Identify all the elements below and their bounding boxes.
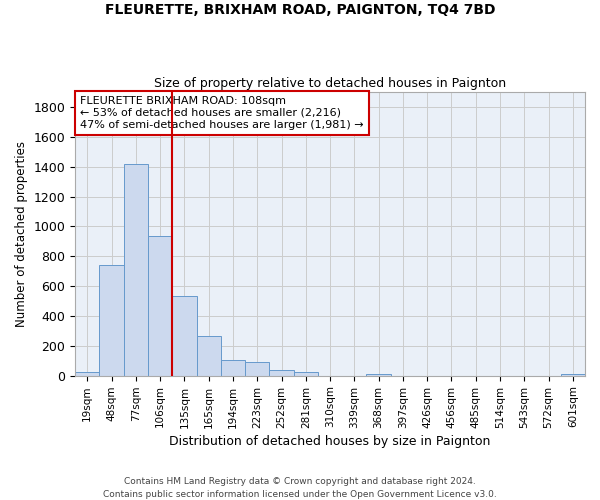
Bar	[293, 372, 318, 376]
Title: Size of property relative to detached houses in Paignton: Size of property relative to detached ho…	[154, 76, 506, 90]
Bar	[148, 236, 172, 376]
Bar	[197, 336, 221, 376]
Bar	[100, 265, 124, 376]
Bar	[561, 374, 585, 376]
X-axis label: Distribution of detached houses by size in Paignton: Distribution of detached houses by size …	[169, 434, 491, 448]
Bar	[221, 360, 245, 376]
Bar	[124, 164, 148, 376]
Bar	[75, 372, 100, 376]
Bar	[367, 374, 391, 376]
Text: FLEURETTE, BRIXHAM ROAD, PAIGNTON, TQ4 7BD: FLEURETTE, BRIXHAM ROAD, PAIGNTON, TQ4 7…	[105, 2, 495, 16]
Y-axis label: Number of detached properties: Number of detached properties	[15, 141, 28, 327]
Bar	[245, 362, 269, 376]
Bar	[269, 370, 293, 376]
Text: Contains HM Land Registry data © Crown copyright and database right 2024.
Contai: Contains HM Land Registry data © Crown c…	[103, 478, 497, 499]
Text: FLEURETTE BRIXHAM ROAD: 108sqm
← 53% of detached houses are smaller (2,216)
47% : FLEURETTE BRIXHAM ROAD: 108sqm ← 53% of …	[80, 96, 364, 130]
Bar	[172, 296, 197, 376]
